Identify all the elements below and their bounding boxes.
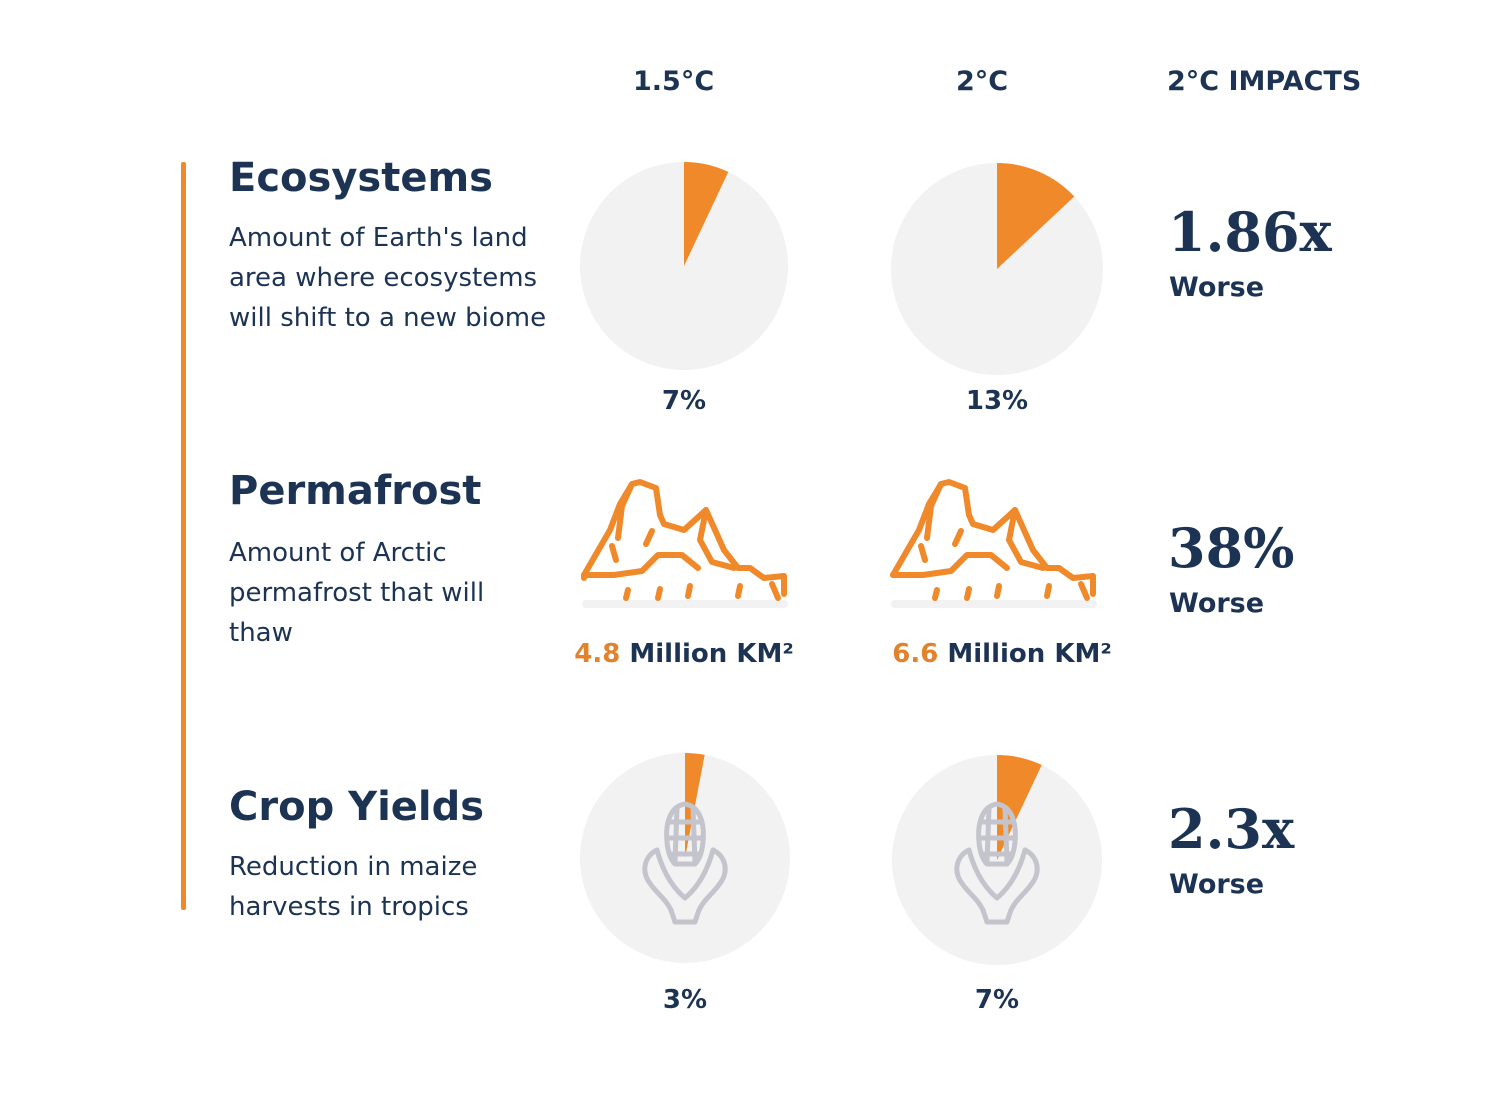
crop-yields-impact-label: Worse bbox=[1169, 869, 1265, 900]
permafrost-title: Permafrost bbox=[229, 468, 482, 514]
pie-background bbox=[891, 163, 1103, 375]
permafrost-unit: Million KM² bbox=[629, 639, 794, 669]
permafrost-number: 6.6 bbox=[892, 639, 939, 669]
ecosystems-impact-value: 1.86x bbox=[1168, 200, 1332, 264]
crop-yields-value-2c: 7% bbox=[974, 985, 1020, 1015]
pie-slice bbox=[684, 162, 729, 266]
permafrost-impact-label: Worse bbox=[1169, 588, 1265, 619]
crop-yields-title: Crop Yields bbox=[229, 784, 485, 830]
crop-yields-description: Reduction in maize harvests in tropics bbox=[229, 852, 478, 922]
permafrost-unit: Million KM² bbox=[947, 639, 1112, 669]
iceberg-icon bbox=[890, 479, 1097, 608]
pie-background bbox=[580, 162, 788, 370]
pie-slice bbox=[997, 163, 1075, 269]
maize-icon bbox=[642, 801, 728, 925]
permafrost-value-2c: 6.6 Million KM² bbox=[872, 639, 1132, 669]
crop-yields-impact-value: 2.3x bbox=[1168, 797, 1295, 861]
ecosystems-impact-label: Worse bbox=[1169, 272, 1265, 303]
ecosystems-title: Ecosystems bbox=[229, 155, 493, 201]
ecosystems-description: Amount of Earth's land area where ecosys… bbox=[229, 223, 547, 333]
permafrost-number: 4.8 bbox=[574, 639, 621, 669]
column-header-impacts: 2°C IMPACTS bbox=[1167, 66, 1362, 97]
accent-bar bbox=[181, 162, 186, 910]
iceberg-icon bbox=[581, 479, 788, 608]
permafrost-impact-value: 38% bbox=[1168, 516, 1295, 580]
permafrost-description: Amount of Arctic permafrost that will th… bbox=[229, 538, 485, 648]
column-header-2c: 2°C bbox=[956, 66, 1009, 97]
permafrost-value-1-5c: 4.8 Million KM² bbox=[554, 639, 814, 669]
ecosystems-value-1-5c: 7% bbox=[661, 386, 707, 416]
maize-icon bbox=[954, 801, 1040, 925]
crop-yields-value-1-5c: 3% bbox=[662, 985, 708, 1015]
column-header-1-5c: 1.5°C bbox=[633, 66, 715, 97]
ecosystems-value-2c: 13% bbox=[965, 386, 1029, 416]
